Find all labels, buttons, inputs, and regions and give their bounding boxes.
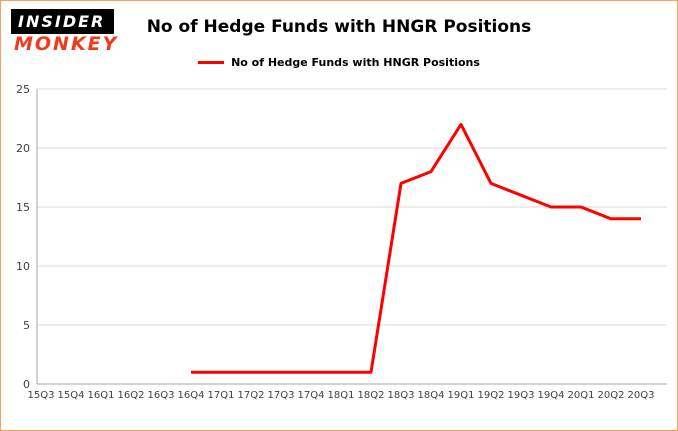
svg-text:18Q2: 18Q2 xyxy=(358,390,385,401)
logo-insider-text: INSIDER xyxy=(11,9,115,34)
svg-text:17Q3: 17Q3 xyxy=(268,390,295,401)
svg-text:20Q3: 20Q3 xyxy=(628,390,655,401)
insider-monkey-logo: INSIDER MONKEY xyxy=(11,9,118,54)
svg-text:5: 5 xyxy=(23,319,30,332)
svg-text:18Q4: 18Q4 xyxy=(418,390,445,401)
svg-text:20Q1: 20Q1 xyxy=(568,390,595,401)
svg-text:19Q3: 19Q3 xyxy=(508,390,535,401)
svg-text:19Q1: 19Q1 xyxy=(448,390,475,401)
svg-text:10: 10 xyxy=(16,260,30,273)
svg-text:20Q2: 20Q2 xyxy=(598,390,625,401)
chart-title: No of Hedge Funds with HNGR Positions xyxy=(146,17,532,37)
legend-line-swatch xyxy=(198,61,225,64)
svg-text:17Q2: 17Q2 xyxy=(238,390,265,401)
svg-text:20: 20 xyxy=(16,142,30,155)
svg-text:16Q4: 16Q4 xyxy=(178,390,205,401)
svg-text:18Q3: 18Q3 xyxy=(388,390,415,401)
svg-text:15: 15 xyxy=(16,201,30,214)
logo-monkey-text: MONKEY xyxy=(14,33,119,55)
svg-text:16Q2: 16Q2 xyxy=(118,390,145,401)
svg-text:18Q1: 18Q1 xyxy=(328,390,355,401)
svg-text:0: 0 xyxy=(23,378,30,391)
legend: No of Hedge Funds with HNGR Positions xyxy=(1,56,677,69)
svg-text:16Q1: 16Q1 xyxy=(88,390,115,401)
svg-text:17Q4: 17Q4 xyxy=(298,390,325,401)
svg-text:19Q4: 19Q4 xyxy=(538,390,565,401)
svg-text:25: 25 xyxy=(16,83,30,96)
svg-text:15Q4: 15Q4 xyxy=(58,390,85,401)
svg-text:19Q2: 19Q2 xyxy=(478,390,505,401)
svg-text:17Q1: 17Q1 xyxy=(208,390,235,401)
svg-text:15Q3: 15Q3 xyxy=(28,390,55,401)
svg-text:16Q3: 16Q3 xyxy=(148,390,175,401)
legend-label: No of Hedge Funds with HNGR Positions xyxy=(231,56,480,69)
